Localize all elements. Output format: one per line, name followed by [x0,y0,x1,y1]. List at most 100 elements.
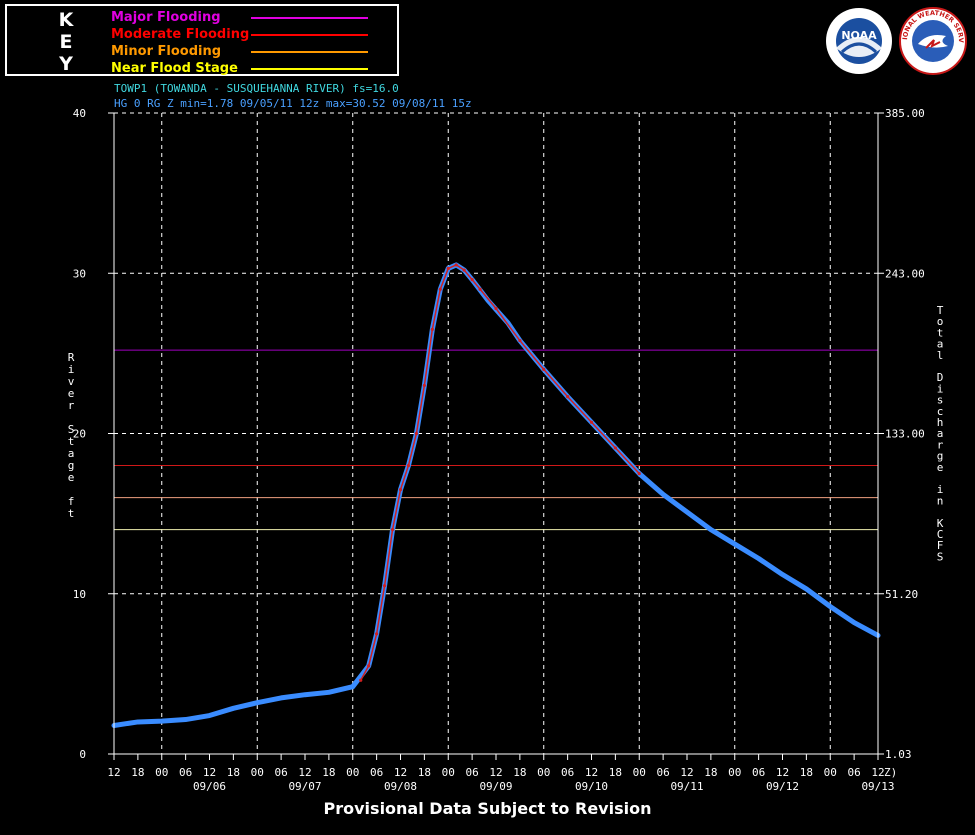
y2-axis-title-char: g [937,450,944,463]
red-trace-point [414,431,419,436]
red-trace-point [613,446,617,450]
x-tick-label: 12 [107,766,120,779]
y2-tick-label: 51.20 [885,588,918,601]
y2-axis-title-char: c [937,405,944,418]
red-trace-point [462,268,466,272]
x-tick-label: 18 [704,766,717,779]
x-date-label: 09/08 [384,780,417,793]
x-tick-label: 12 [394,766,407,779]
y2-tick-label: 385.00 [885,107,925,120]
legend-moderate-swatch [251,34,368,36]
x-date-label: 09/13 [861,780,894,793]
x-tick-label: 06 [752,766,765,779]
y2-axis-title-char: t [937,326,944,339]
y-tick-label: 20 [73,428,86,441]
red-trace-point [406,463,411,468]
x-tick-label: 00 [251,766,264,779]
x-date-label: 09/10 [575,780,608,793]
y-axis-title-char: v [68,375,75,388]
y-axis-title-char: t [68,435,75,448]
x-tick-label: 12 [203,766,216,779]
y2-tick-label: 133.00 [885,428,925,441]
x-tick-label: 00 [824,766,837,779]
legend-major-label: Major Flooding [111,10,221,25]
y-axis-title-char: i [68,363,75,376]
x-tick-label: 06 [657,766,670,779]
y2-axis-title-char: D [937,371,944,384]
grid [114,112,878,755]
x-tick-label: 12 [776,766,789,779]
key-letter-y: Y [59,53,73,75]
x-tick-label: 00 [442,766,455,779]
red-trace-point [494,306,498,311]
x-tick-label: 00 [537,766,550,779]
y-axis-title-char: R [68,351,75,364]
x-end-label: Z) [884,766,897,779]
legend-near-swatch [251,68,368,70]
y-tick-label: 30 [73,267,86,280]
key-letter-k: K [58,9,74,31]
x-date-label: 09/11 [670,780,703,793]
y2-axis-title-char: a [937,338,944,351]
x-tick-label: 18 [800,766,813,779]
noaa-logo: NOAA [824,6,894,76]
legend-moderate-label: Moderate Flooding [111,27,250,42]
red-trace-point [438,287,442,291]
noaa-logo-text: NOAA [841,29,877,42]
x-tick-label: 18 [322,766,335,779]
legend-minor-label: Minor Flooding [111,44,222,59]
red-trace-point [542,367,546,371]
red-trace-point [422,383,426,388]
x-tick-label: 18 [227,766,240,779]
nws-logo: NATIONAL WEATHER SERVICE [895,0,968,76]
x-date-label: 09/12 [766,780,799,793]
x-date-label: 09/07 [288,780,321,793]
y2-axis-title-char: T [937,304,944,317]
red-trace-point [470,278,474,282]
x-tick-label: 06 [561,766,574,779]
observed-stage-line [111,262,881,728]
x-tick-label: 18 [609,766,622,779]
legend-minor-swatch [251,51,368,53]
x-tick-label: 06 [466,766,479,779]
x-tick-label: 12 [871,766,884,779]
red-trace-point [518,338,522,343]
red-trace-point [375,632,379,636]
red-trace-point [637,471,641,476]
y2-axis-title-char: l [937,349,944,362]
y2-axis-title-char: n [937,494,944,507]
red-trace-point [430,327,434,331]
y2-axis-title-char: K [937,517,944,530]
x-tick-label: 06 [179,766,192,779]
y-axis-title-char: a [68,447,75,460]
y2-axis-title-char: S [937,550,944,563]
key-letter-e: E [59,31,73,53]
red-trace-point [359,678,363,682]
y2-axis-title-char: h [937,416,944,429]
y-axis-title-char: r [68,399,75,412]
x-date-label: 09/09 [479,780,512,793]
y2-axis-title-char: i [937,382,944,395]
legend-major-swatch [251,17,368,19]
x-tick-label: 00 [346,766,359,779]
y-axis-title-char: g [68,459,75,472]
y-axis-title-char: f [68,495,75,508]
x-tick-label: 12 [585,766,598,779]
x-tick-label: 18 [513,766,526,779]
x-tick-label: 00 [728,766,741,779]
red-trace-point [382,584,387,588]
nws-logo-icon: NATIONAL WEATHER SERVICE [895,0,967,75]
x-tick-label: 00 [155,766,168,779]
red-trace-point [566,395,570,399]
series [111,262,881,728]
y2-axis-title-char: i [937,483,944,496]
x-tick-label: 00 [633,766,646,779]
red-trace-point [398,487,403,492]
red-trace-point [454,263,458,267]
y2-axis-title-char: F [937,539,944,552]
y2-axis-title-char: e [937,461,944,474]
y2-axis-title-char: r [937,438,944,451]
y-axis-title-char: S [68,423,75,436]
